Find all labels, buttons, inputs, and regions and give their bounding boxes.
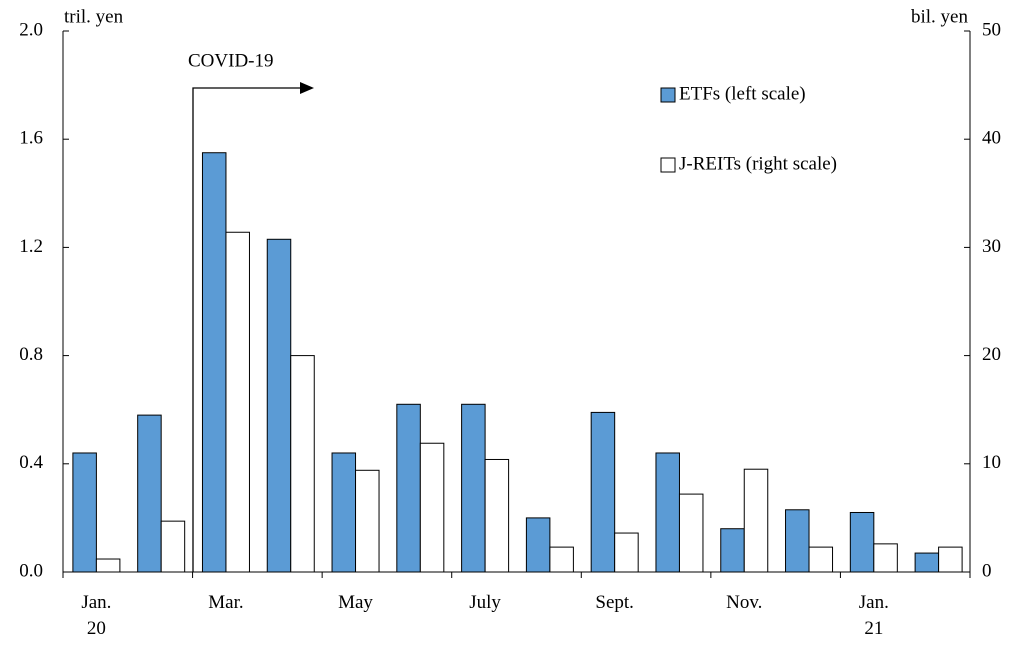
legend-swatch <box>660 87 676 103</box>
y-tick-label: 0.4 <box>19 452 43 473</box>
bar <box>914 552 940 573</box>
annotation-arrow <box>192 87 306 572</box>
bar <box>785 509 810 573</box>
bar <box>808 546 834 573</box>
bar <box>160 520 186 573</box>
y-tick-label: 1.6 <box>19 128 43 149</box>
y-tick-label: 0.0 <box>19 560 43 581</box>
x-tick-label: Jan. 21 <box>859 592 889 639</box>
y2-tick-label: 10 <box>982 452 1001 473</box>
bar <box>72 452 97 573</box>
legend-swatch <box>660 157 676 173</box>
bar <box>225 231 250 573</box>
bar <box>396 403 421 573</box>
bar <box>201 152 227 573</box>
x-tick-label: July <box>469 592 501 613</box>
y2-tick-label: 0 <box>982 560 992 581</box>
bar <box>461 403 486 573</box>
legend-label: ETFs (left scale) <box>679 83 806 104</box>
bar <box>266 238 292 573</box>
bar <box>355 469 380 573</box>
x-tick-label: Jan. 20 <box>81 592 111 639</box>
bar <box>549 546 574 573</box>
bar <box>484 458 510 573</box>
x-tick-label: Mar. <box>208 592 243 613</box>
bar <box>720 528 745 573</box>
annotation: COVID-19 <box>188 50 274 71</box>
bar <box>137 414 162 573</box>
bar <box>678 493 704 573</box>
x-tick-label: Sept. <box>595 592 634 613</box>
x-tick-label: May <box>338 592 373 613</box>
y-tick-label: 1.2 <box>19 236 43 257</box>
y-unit: tril. yen <box>64 6 124 27</box>
y-tick-label: 0.8 <box>19 344 43 365</box>
bar <box>614 532 639 573</box>
bar <box>95 558 121 573</box>
bar <box>525 517 551 573</box>
bar <box>743 468 769 573</box>
bar <box>290 355 315 573</box>
y-tick-label: 2.0 <box>19 19 43 40</box>
y2-unit: bil. yen <box>911 6 968 27</box>
bar <box>873 543 898 573</box>
bar <box>938 546 963 573</box>
bar <box>331 452 357 573</box>
y2-tick-label: 20 <box>982 344 1001 365</box>
arrow-head <box>300 82 314 94</box>
y2-tick-label: 30 <box>982 236 1001 257</box>
legend-label: J-REITs (right scale) <box>679 153 837 174</box>
bar <box>419 442 445 573</box>
bar <box>590 411 616 573</box>
y2-tick-label: 40 <box>982 128 1001 149</box>
bar <box>655 452 680 573</box>
bar <box>849 511 875 573</box>
x-tick-label: Nov. <box>726 592 762 613</box>
y2-tick-label: 50 <box>982 19 1001 40</box>
